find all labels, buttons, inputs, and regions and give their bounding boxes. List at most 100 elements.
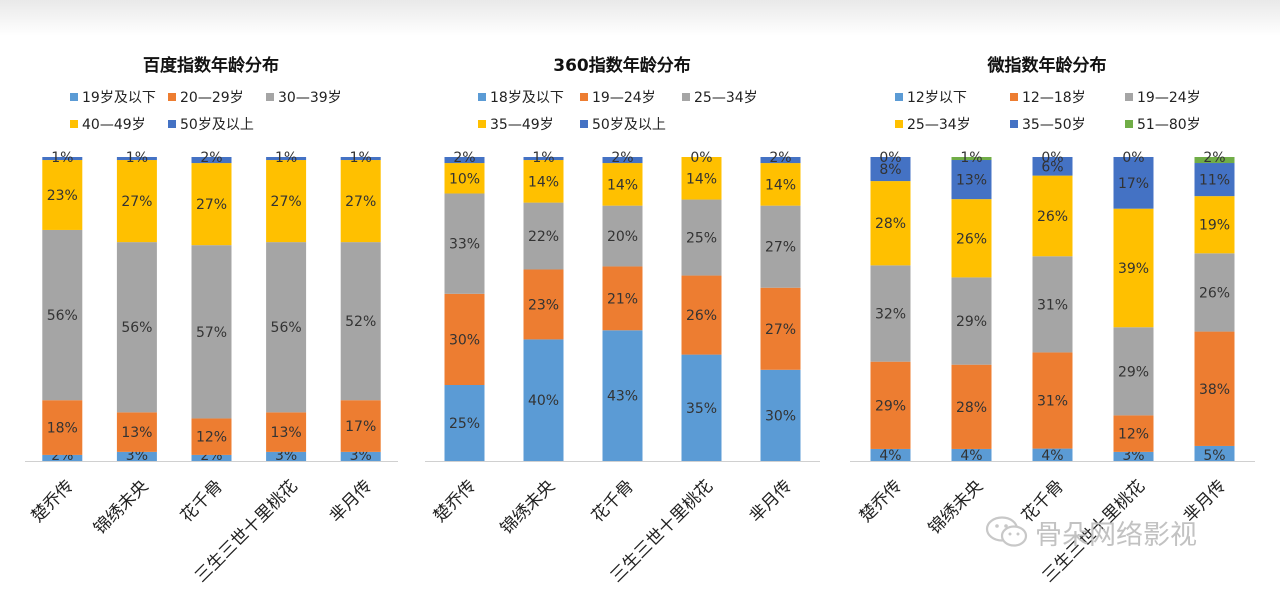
bar-segment bbox=[1113, 451, 1154, 461]
bar-segment bbox=[116, 412, 157, 452]
legend-swatch bbox=[1010, 93, 1018, 101]
legend-label: 19岁及以下 bbox=[82, 90, 156, 106]
bar-segment bbox=[444, 193, 485, 294]
legend-label: 50岁及以上 bbox=[180, 117, 254, 133]
data-label: 12% bbox=[196, 430, 227, 446]
bar-segment bbox=[266, 157, 307, 161]
bar-segment bbox=[681, 354, 722, 461]
category-label: 楚乔传 bbox=[430, 476, 480, 526]
bar-segment bbox=[340, 400, 381, 452]
data-label: 43% bbox=[607, 389, 638, 405]
bar-segment bbox=[42, 157, 83, 161]
bar-segment bbox=[681, 157, 722, 200]
data-label: 27% bbox=[196, 197, 227, 213]
chart-title: 微指数年龄分布 bbox=[987, 55, 1107, 76]
bar-segment bbox=[191, 157, 232, 164]
bar-segment bbox=[760, 287, 801, 370]
legend-swatch bbox=[1125, 120, 1133, 128]
data-label: 28% bbox=[956, 400, 987, 416]
legend-swatch bbox=[895, 120, 903, 128]
bar-segment bbox=[266, 160, 307, 243]
data-label: 1% bbox=[532, 150, 554, 166]
data-label: 3% bbox=[350, 448, 372, 464]
chart-title: 百度指数年龄分布 bbox=[143, 55, 279, 76]
data-label: 29% bbox=[1118, 364, 1149, 380]
bar-segment bbox=[523, 339, 564, 461]
data-label: 1% bbox=[350, 150, 372, 166]
data-label: 20% bbox=[607, 229, 638, 245]
top-gradient-band bbox=[0, 0, 1280, 36]
bar-segment bbox=[951, 160, 992, 200]
bar-segment bbox=[1194, 157, 1235, 164]
bar-segment bbox=[870, 448, 911, 461]
bar-segment bbox=[42, 160, 83, 230]
data-label: 26% bbox=[1199, 285, 1230, 301]
bar-segment bbox=[444, 293, 485, 385]
data-label: 13% bbox=[271, 425, 302, 441]
data-label: 18% bbox=[47, 421, 78, 437]
category-label: 芈月传 bbox=[326, 476, 376, 526]
data-label: 2% bbox=[769, 150, 791, 166]
data-label: 8% bbox=[879, 162, 901, 178]
data-label: 0% bbox=[690, 150, 712, 166]
data-label: 27% bbox=[345, 194, 376, 210]
bar-segment bbox=[191, 454, 232, 461]
data-label: 4% bbox=[879, 448, 901, 464]
data-label: 31% bbox=[1037, 394, 1068, 410]
data-label: 30% bbox=[449, 332, 480, 348]
legend-swatch bbox=[266, 93, 274, 101]
legend-swatch bbox=[168, 93, 176, 101]
bar-segment bbox=[340, 451, 381, 461]
data-label: 6% bbox=[1041, 159, 1063, 175]
data-label: 0% bbox=[1041, 150, 1063, 166]
category-label: 花千骨 bbox=[588, 476, 638, 526]
data-label: 5% bbox=[1203, 448, 1225, 464]
bar-segment bbox=[340, 157, 381, 161]
legend-label: 19—24岁 bbox=[1137, 90, 1201, 106]
data-label: 0% bbox=[1122, 150, 1144, 166]
data-label: 38% bbox=[1199, 382, 1230, 398]
legend-label: 18岁及以下 bbox=[490, 90, 564, 106]
bar-segment bbox=[870, 361, 911, 449]
category-label: 锦绣未央 bbox=[925, 476, 987, 538]
data-label: 1% bbox=[275, 150, 297, 166]
data-label: 26% bbox=[956, 231, 987, 247]
data-label: 31% bbox=[1037, 297, 1068, 313]
bar-segment bbox=[1194, 445, 1235, 461]
data-label: 52% bbox=[345, 314, 376, 330]
data-label: 25% bbox=[449, 416, 480, 432]
watermark-text: 骨朵网络影视 bbox=[1035, 519, 1197, 551]
bar-segment bbox=[523, 269, 564, 340]
bar-segment bbox=[760, 205, 801, 288]
legend-swatch bbox=[478, 93, 486, 101]
data-label: 2% bbox=[1203, 150, 1225, 166]
bar-segment bbox=[1032, 256, 1073, 353]
data-label: 1% bbox=[51, 150, 73, 166]
data-label: 17% bbox=[1118, 176, 1149, 192]
data-label: 1% bbox=[960, 150, 982, 166]
bar-segment bbox=[951, 364, 992, 449]
legend-label: 35—49岁 bbox=[490, 117, 554, 133]
data-label: 56% bbox=[271, 320, 302, 336]
bar-segment bbox=[602, 205, 643, 267]
data-label: 57% bbox=[196, 325, 227, 341]
bar-segment bbox=[951, 277, 992, 365]
bar-segment bbox=[760, 369, 801, 461]
bar-segment bbox=[870, 265, 911, 362]
data-label: 27% bbox=[765, 240, 796, 256]
bar-segment bbox=[681, 275, 722, 355]
bar-segment bbox=[681, 199, 722, 276]
data-label: 32% bbox=[875, 307, 906, 323]
data-label: 0% bbox=[879, 150, 901, 166]
data-label: 29% bbox=[875, 398, 906, 414]
bar-segment bbox=[1113, 415, 1154, 452]
data-label: 13% bbox=[121, 425, 152, 441]
bar-segment bbox=[116, 242, 157, 413]
bar-segment bbox=[602, 266, 643, 331]
legend-label: 19—24岁 bbox=[592, 90, 656, 106]
bar-segment bbox=[191, 163, 232, 246]
legend-swatch bbox=[580, 93, 588, 101]
bar-segment bbox=[1194, 196, 1235, 254]
data-label: 27% bbox=[765, 322, 796, 338]
